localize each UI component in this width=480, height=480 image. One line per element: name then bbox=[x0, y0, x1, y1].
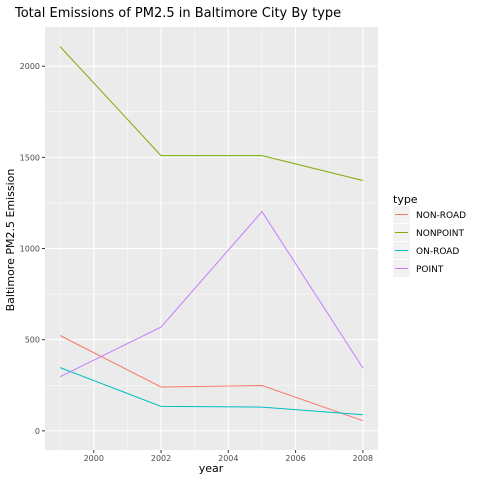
legend-label: POINT bbox=[416, 265, 444, 275]
chart-title: Total Emissions of PM2.5 in Baltimore Ci… bbox=[14, 6, 341, 21]
x-tick-label: 2000 bbox=[84, 454, 104, 463]
series-line-non-road bbox=[59, 335, 364, 422]
x-tick-label: 2002 bbox=[151, 454, 171, 463]
y-tick-label: 1500 bbox=[20, 153, 40, 162]
legend-title: type bbox=[393, 193, 418, 206]
legend-label: NONPOINT bbox=[416, 229, 464, 239]
y-tick-label: 2000 bbox=[20, 62, 40, 71]
plot-area bbox=[45, 27, 378, 450]
y-tick-label: 0 bbox=[35, 427, 40, 436]
x-tick-label: 2004 bbox=[218, 454, 238, 463]
legend-label: ON-ROAD bbox=[416, 247, 459, 257]
series-line-on-road bbox=[59, 367, 363, 416]
legend-label: NON-ROAD bbox=[416, 211, 466, 221]
x-axis-title: year bbox=[199, 462, 224, 475]
x-tick-label: 2006 bbox=[285, 454, 305, 463]
y-tick-label: 1000 bbox=[20, 245, 40, 254]
y-axis-title: Baltimore PM2.5 Emission bbox=[4, 169, 17, 312]
x-tick-label: 2008 bbox=[353, 454, 373, 463]
y-tick-label: 500 bbox=[25, 336, 40, 345]
series-line-point bbox=[59, 210, 364, 378]
plot-panel bbox=[45, 27, 378, 450]
axis-ticks: 2000 2002 2004 2006 2008 0 500 1000 1500 2000 bbox=[20, 62, 373, 463]
legend: type NON-ROAD NONPOINT ON-ROAD POINT bbox=[393, 193, 466, 277]
series-lines bbox=[59, 46, 364, 422]
series-line-nonpoint bbox=[59, 46, 364, 181]
